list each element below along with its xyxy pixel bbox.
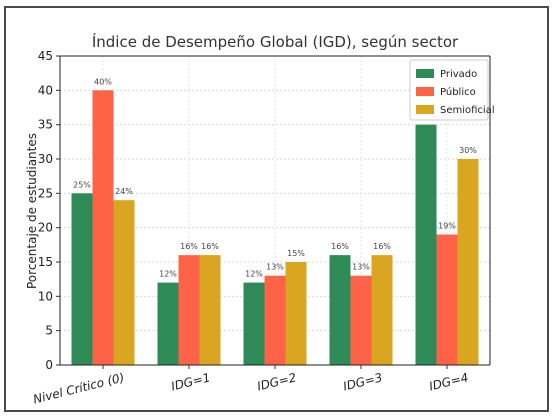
bar-privado-0 (71, 193, 93, 365)
x-tick-label: IDG=2 (256, 370, 298, 393)
data-label: 12% (159, 270, 177, 279)
x-tick-label: IDG=3 (342, 370, 384, 393)
y-tick-label: 45 (38, 49, 53, 63)
legend-label: Semioficial (440, 105, 495, 116)
bar-semioficial-1 (199, 255, 221, 365)
bar-semioficial-0 (113, 200, 135, 365)
data-label: 13% (266, 263, 284, 272)
bar-privado-4 (415, 124, 437, 366)
y-tick-label: 40 (38, 83, 53, 97)
y-tick-label: 15 (38, 255, 53, 269)
axes (59, 55, 491, 366)
data-label: 16% (180, 242, 198, 251)
bars (71, 90, 479, 366)
data-label: 30% (459, 146, 477, 155)
bar-público-2 (264, 275, 286, 365)
legend: Privado Público Semioficial (409, 59, 495, 121)
data-label: 15% (287, 249, 305, 258)
legend-label: Público (440, 86, 476, 98)
bar-público-1 (178, 255, 200, 365)
legend-swatch-privado (416, 69, 434, 78)
data-label: 19% (438, 222, 456, 231)
legend-swatch-público (416, 87, 434, 96)
data-label: 24% (115, 187, 133, 196)
y-tick-label: 35 (38, 118, 53, 132)
data-label: 12% (245, 270, 263, 279)
y-ticks: 0 5 10 15 20 25 30 35 40 45 (38, 49, 60, 372)
legend-label: Privado (440, 69, 477, 80)
y-tick-label: 0 (45, 358, 53, 372)
data-label: 13% (352, 263, 370, 272)
x-tick-label: Nivel Crítico (0) (32, 370, 126, 406)
data-label: 25% (73, 180, 91, 189)
data-labels: 25%12%12%16%35%40%16%13%13%19%24%16%15%1… (73, 77, 477, 278)
y-tick-label: 30 (38, 152, 53, 166)
x-tick-label: IDG=4 (428, 370, 470, 393)
bar-privado-2 (243, 282, 265, 365)
bar-público-4 (436, 234, 458, 365)
x-ticks: Nivel Crítico (0) IDG=1 IDG=2 IDG=3 IDG=4 (32, 365, 470, 407)
bar-privado-1 (157, 282, 179, 365)
y-tick-label: 20 (38, 221, 53, 235)
y-tick-label: 25 (38, 186, 53, 200)
data-label: 16% (331, 242, 349, 251)
x-tick-label: IDG=1 (170, 370, 212, 393)
bar-privado-3 (329, 255, 351, 365)
y-tick-label: 10 (38, 289, 53, 303)
bar-público-3 (350, 275, 372, 365)
y-axis-label: Porcentaje de estudiantes (25, 133, 39, 289)
legend-swatch-semioficial (416, 105, 434, 114)
data-label: 16% (373, 242, 391, 251)
bar-semioficial-4 (457, 159, 479, 365)
data-label: 16% (201, 242, 219, 251)
bar-semioficial-2 (285, 262, 307, 365)
bar-público-0 (92, 90, 114, 365)
chart-title: Índice de Desempeño Global (IGD), según … (92, 32, 459, 51)
bar-semioficial-3 (371, 255, 393, 365)
y-tick-label: 5 (45, 324, 53, 338)
data-label: 40% (94, 77, 112, 86)
